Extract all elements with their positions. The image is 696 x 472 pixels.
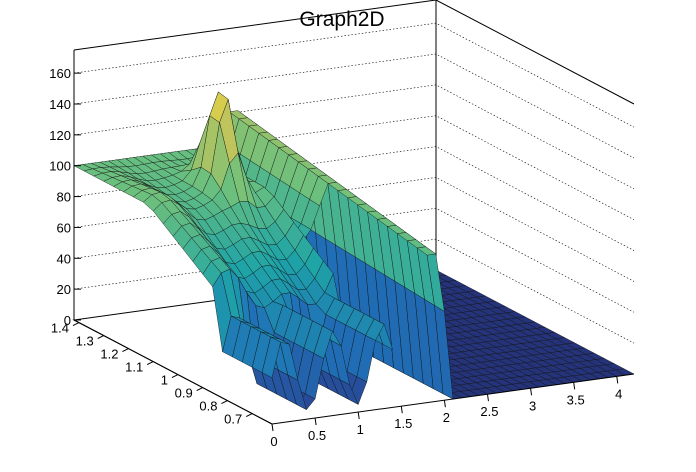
z-tick-label: 0 [64, 313, 71, 328]
y-tick-label: 1.1 [125, 360, 143, 375]
x-tick [357, 412, 360, 420]
x-tick-label: 3 [529, 398, 536, 413]
z-tick-label: 160 [49, 66, 71, 81]
surface-cell [416, 246, 437, 256]
surface-mesh [73, 91, 635, 411]
z-axis: 0 20 40 60 80 100 120 140 160 [49, 50, 81, 328]
y-tick [122, 348, 129, 353]
y-tick [196, 387, 203, 392]
z-tick-label: 40 [57, 251, 71, 266]
z-tick-label: 80 [57, 190, 71, 205]
z-tick-label: 20 [57, 282, 71, 297]
x-tick-label: 1 [357, 422, 364, 437]
x-tick [530, 388, 533, 396]
y-tick [245, 413, 253, 418]
floor-front-y-edge [73, 319, 273, 425]
y-tick [97, 335, 104, 340]
z-tick-label: 60 [57, 220, 71, 235]
y-tick [221, 400, 228, 405]
y-tick-label: 0.7 [224, 412, 242, 427]
x-tick-label: 3.5 [567, 392, 585, 407]
y-tick-label: 1.2 [100, 347, 118, 362]
x-axis: 0 0.5 1 1.5 2 2.5 3 3.5 4 [270, 376, 622, 449]
y-axis: 0.7 0.8 0.9 1 1.1 1.2 1.3 1.4 [51, 321, 253, 427]
y-tick [171, 374, 179, 379]
z-tick-label: 100 [49, 159, 71, 174]
y-tick-label: 1.3 [76, 334, 94, 349]
x-tick [486, 394, 489, 402]
chart-title: Graph2D [299, 8, 384, 31]
x-tick [616, 376, 619, 384]
y-tick-label: 1.4 [51, 321, 69, 336]
x-tick-label: 0 [270, 434, 277, 449]
y-tick-label: 0.8 [199, 399, 217, 414]
y-tick [72, 322, 80, 327]
x-tick-label: 2 [443, 410, 450, 425]
x-tick-label: 0.5 [308, 428, 326, 443]
x-tick [400, 406, 403, 414]
z-gridline [73, 53, 635, 159]
x-tick-label: 1.5 [394, 416, 412, 431]
y-tick-label: 0.9 [175, 386, 193, 401]
x-tick-label: 2.5 [480, 404, 498, 419]
x-tick [314, 417, 317, 426]
x-tick-label: 4 [615, 386, 622, 401]
y-tick [146, 361, 154, 366]
z-tick-label: 120 [49, 128, 71, 143]
surface-cell [261, 336, 281, 379]
y-tick-label: 1 [161, 373, 168, 388]
x-tick [443, 400, 446, 408]
x-tick [573, 382, 576, 390]
z-tick-label: 140 [49, 97, 71, 112]
top-back-edges [73, 0, 635, 105]
x-tick [271, 423, 274, 432]
